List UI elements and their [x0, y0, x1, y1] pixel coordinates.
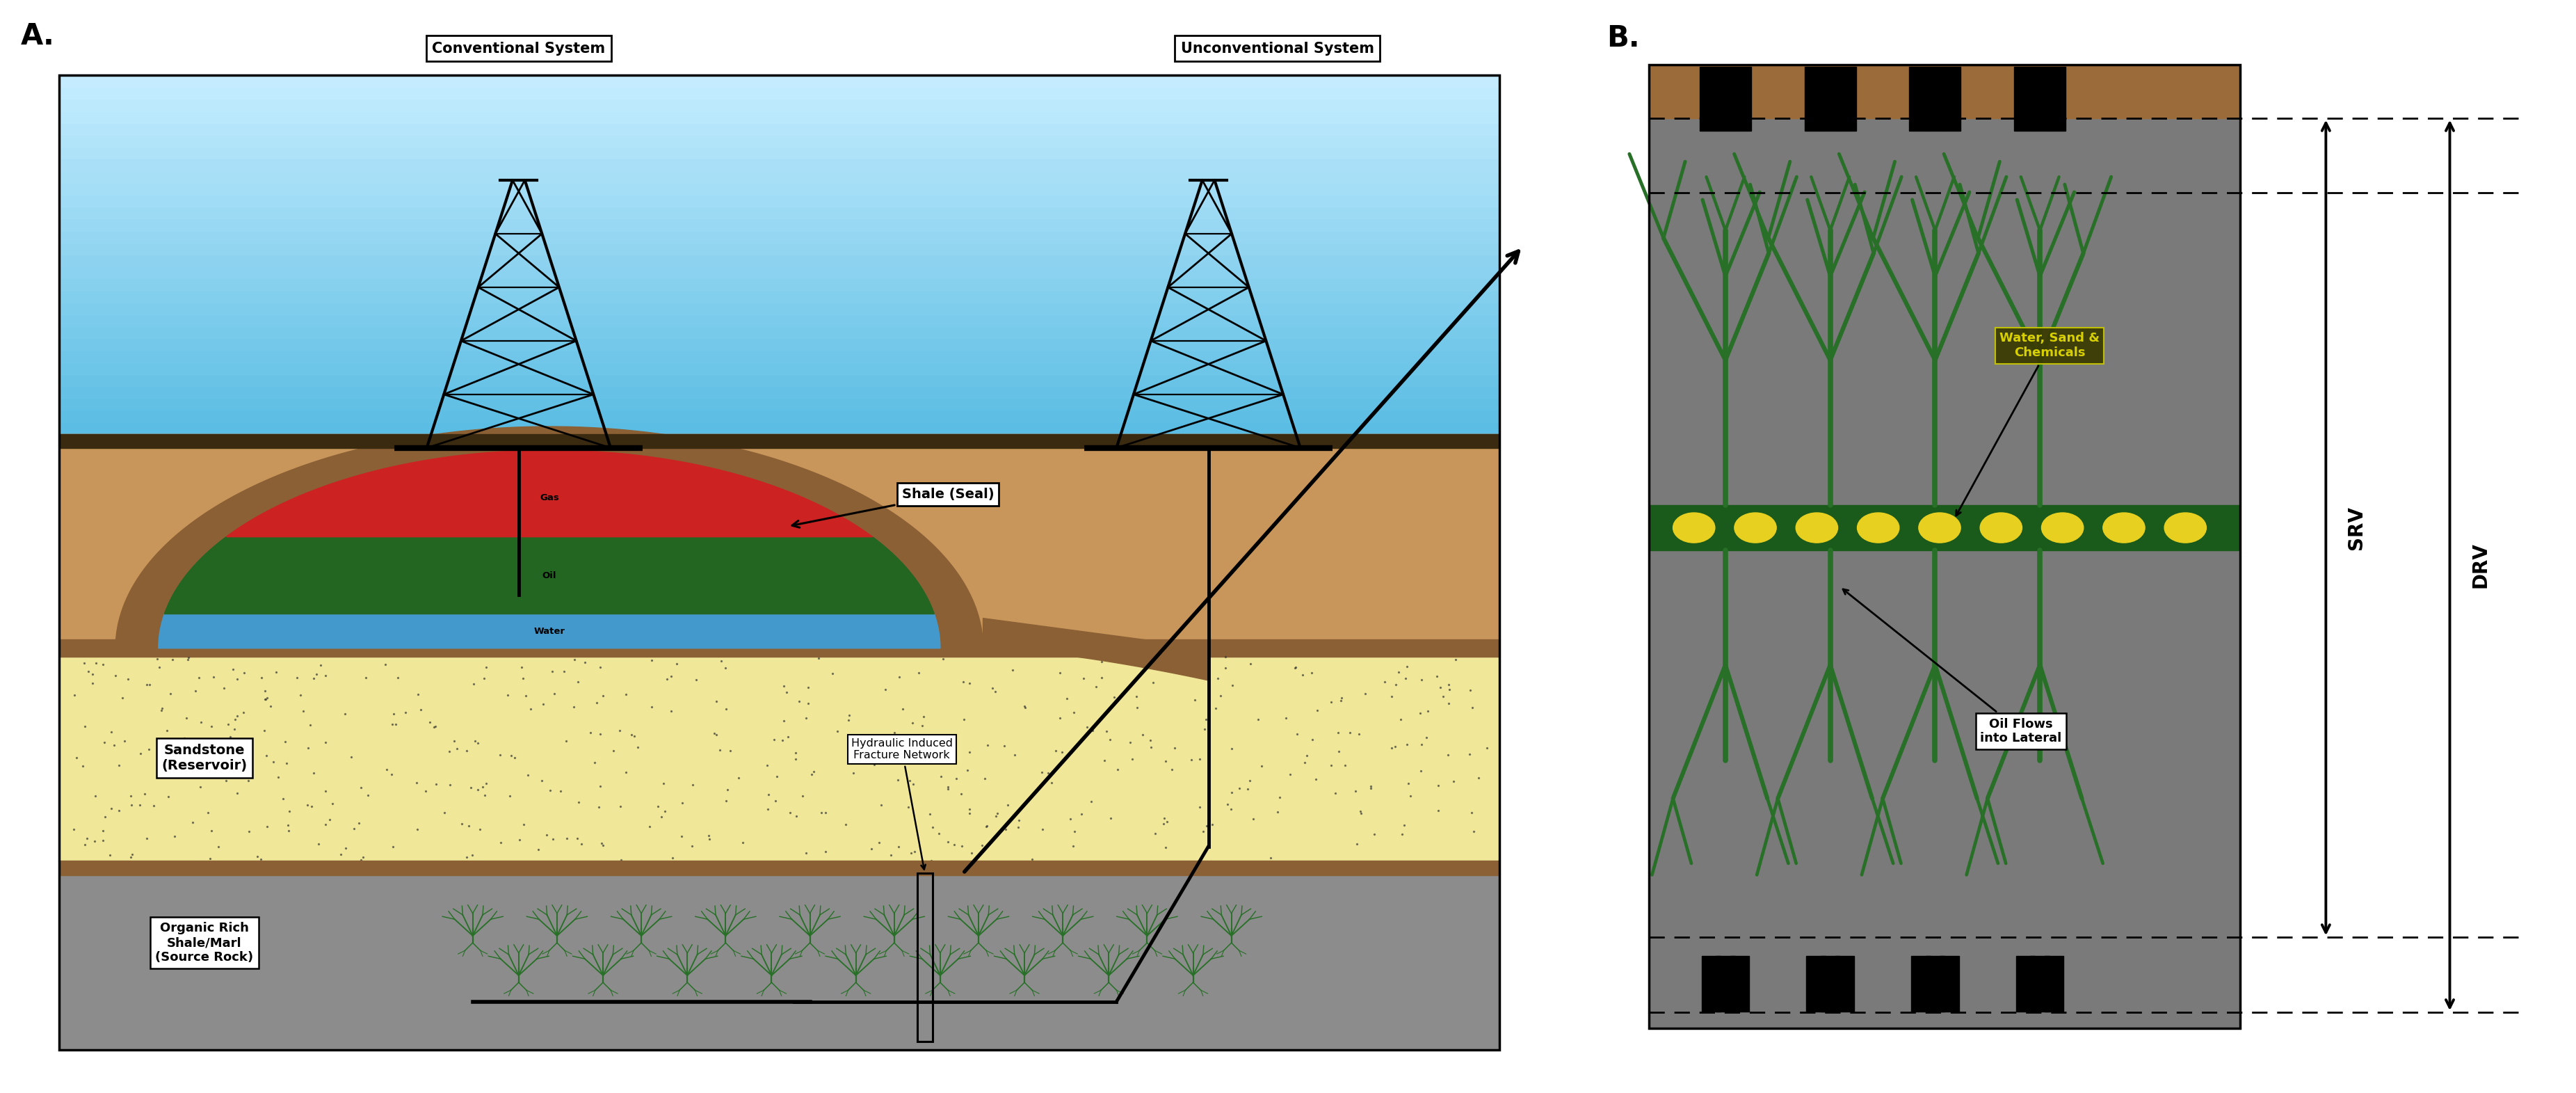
Bar — [1945, 67, 1960, 131]
Bar — [1911, 955, 1929, 1011]
Bar — [1909, 67, 1927, 131]
Text: Organic Rich
Shale/Marl
(Source Rock): Organic Rich Shale/Marl (Source Rock) — [155, 922, 252, 964]
Text: Water, Sand &
Chemicals: Water, Sand & Chemicals — [1955, 332, 2099, 516]
Bar — [59, 218, 1499, 231]
Text: Shale (Seal): Shale (Seal) — [793, 487, 994, 528]
Ellipse shape — [2164, 513, 2205, 543]
Polygon shape — [160, 614, 940, 648]
Bar — [1927, 67, 1945, 131]
Bar — [59, 181, 1499, 195]
Bar — [59, 302, 1499, 315]
Text: Oil Flows
into Lateral: Oil Flows into Lateral — [1842, 589, 2061, 744]
Ellipse shape — [1919, 513, 1960, 543]
Bar — [1839, 67, 1855, 131]
Bar — [59, 157, 1499, 171]
Bar — [1649, 64, 2241, 1029]
Bar — [59, 290, 1499, 303]
Bar — [1821, 67, 1839, 131]
Ellipse shape — [1672, 513, 1716, 543]
Text: Hydraulic Induced
Fracture Network: Hydraulic Induced Fracture Network — [850, 738, 953, 869]
Bar — [1716, 955, 1736, 1011]
Bar — [59, 409, 1499, 422]
Bar — [1806, 67, 1821, 131]
Bar — [59, 98, 1499, 111]
Text: A.: A. — [21, 22, 54, 51]
Text: Water: Water — [533, 626, 564, 636]
Bar — [59, 350, 1499, 362]
Bar — [59, 868, 1499, 1050]
Bar — [1731, 955, 1749, 1011]
Polygon shape — [984, 619, 1208, 680]
Bar — [59, 169, 1499, 183]
Bar — [1927, 955, 1945, 1011]
Bar — [59, 242, 1499, 255]
Bar — [59, 434, 1499, 447]
Bar — [2048, 67, 2066, 131]
Bar — [59, 74, 1499, 87]
Polygon shape — [227, 450, 873, 537]
Bar — [59, 205, 1499, 219]
Ellipse shape — [1795, 513, 1837, 543]
Ellipse shape — [2102, 513, 2146, 543]
Bar — [59, 434, 1499, 648]
Bar — [59, 278, 1499, 291]
Bar — [59, 326, 1499, 339]
Text: B.: B. — [1607, 24, 1638, 52]
Ellipse shape — [1857, 513, 1899, 543]
Bar — [1703, 955, 1721, 1011]
Bar — [59, 421, 1499, 434]
Bar — [917, 873, 933, 1042]
Bar — [59, 110, 1499, 124]
Bar — [59, 266, 1499, 279]
Bar — [59, 254, 1499, 267]
Ellipse shape — [1981, 513, 2022, 543]
Bar — [1716, 67, 1734, 131]
Text: Unconventional System: Unconventional System — [1180, 42, 1373, 56]
Bar — [59, 361, 1499, 374]
Text: Gas: Gas — [541, 493, 559, 503]
Text: SRV: SRV — [2347, 506, 2367, 550]
Bar — [2030, 955, 2050, 1011]
Bar — [2017, 955, 2035, 1011]
Ellipse shape — [2043, 513, 2084, 543]
Bar — [59, 86, 1499, 99]
Polygon shape — [165, 537, 935, 614]
Bar — [59, 860, 1499, 875]
Bar — [1834, 955, 1855, 1011]
Bar — [59, 122, 1499, 136]
Bar — [1649, 505, 2241, 550]
Bar — [1734, 67, 1752, 131]
Bar — [2014, 67, 2032, 131]
Bar — [59, 639, 1499, 657]
Bar — [59, 145, 1499, 158]
Bar — [1649, 64, 2241, 118]
Bar — [59, 314, 1499, 327]
Bar — [59, 230, 1499, 243]
Bar — [59, 193, 1499, 207]
Ellipse shape — [1734, 513, 1777, 543]
Bar — [1940, 955, 1958, 1011]
Polygon shape — [116, 426, 984, 648]
Text: Sandstone
(Reservoir): Sandstone (Reservoir) — [162, 744, 247, 773]
Bar — [59, 648, 1499, 868]
Text: DRV: DRV — [2470, 542, 2491, 588]
Bar — [59, 134, 1499, 146]
Bar — [59, 385, 1499, 398]
Text: Conventional System: Conventional System — [433, 42, 605, 56]
Bar — [1649, 64, 2241, 1029]
Bar — [59, 397, 1499, 410]
Bar — [1821, 955, 1839, 1011]
Bar — [59, 434, 1499, 448]
Bar — [2045, 955, 2063, 1011]
Bar — [59, 373, 1499, 386]
Bar — [59, 338, 1499, 350]
Bar — [1700, 67, 1716, 131]
Text: Oil: Oil — [541, 571, 556, 580]
Bar — [2032, 67, 2048, 131]
Bar — [1806, 955, 1826, 1011]
